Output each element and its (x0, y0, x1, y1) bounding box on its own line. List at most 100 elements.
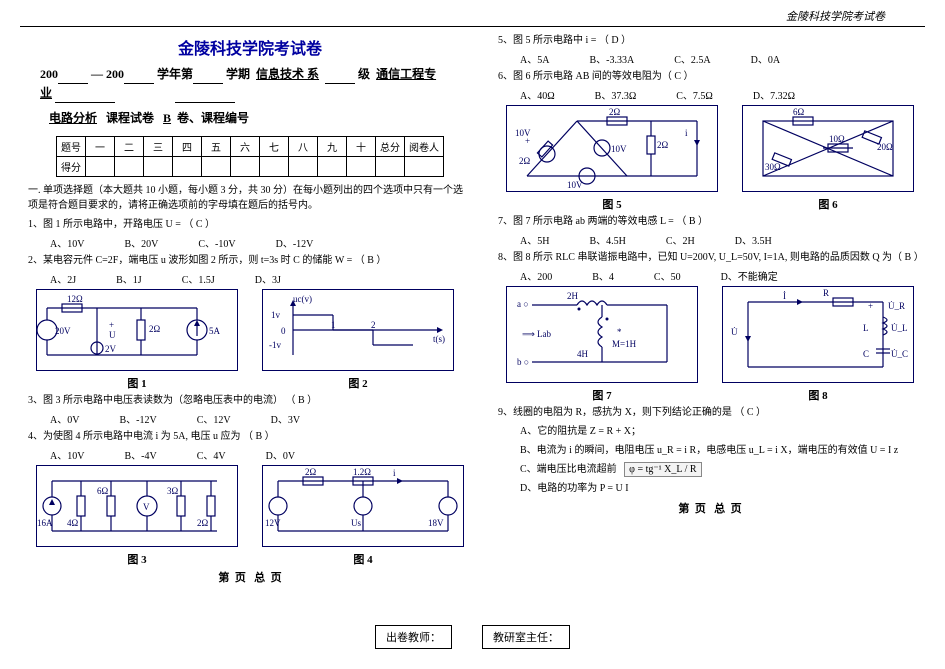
svg-text:t(s): t(s) (433, 334, 445, 344)
svg-text:18V: 18V (428, 518, 444, 528)
q6-options: A、40Ω B、37.3Ω C、7.5Ω D、7.32Ω (490, 86, 930, 103)
q2-b: B、1J (116, 271, 142, 286)
q2-options: A、2J B、1J C、1.5J D、3J (20, 270, 480, 287)
q9-c: C、端电压比电流超前 φ = tg⁻¹ X_L / R (490, 460, 930, 479)
svg-text:12V: 12V (265, 518, 281, 528)
q3-b: B、-12V (119, 411, 156, 426)
director-box: 教研室主任： (482, 625, 570, 649)
svg-text:10V: 10V (515, 128, 531, 138)
fig8-caption: 图 8 (714, 385, 922, 403)
year-prefix-1: 200 (40, 67, 58, 81)
svg-text:5A: 5A (209, 326, 221, 336)
figure-2: uc(v) t(s) 1v 0 -1v 1 2 (254, 287, 462, 391)
score-value-row: 得分 (57, 157, 444, 177)
svg-text:*: * (617, 327, 622, 337)
blank-6 (175, 90, 235, 103)
q3-options: A、0V B、-12V C、12V D、3V (20, 410, 480, 427)
year-prefix-2: 200 (106, 67, 124, 81)
q8-d: D、不能确定 (721, 268, 778, 283)
svg-text:0: 0 (281, 326, 286, 336)
svg-text:2Ω: 2Ω (657, 140, 669, 150)
blank-4 (325, 71, 355, 84)
svg-text:2Ω: 2Ω (519, 156, 531, 166)
formula-image-placeholder: φ = tg⁻¹ X_L / R (624, 462, 701, 477)
q4-text: 4、为使图 4 所示电路中电流 i 为 5A, 电压 u 应为 （ B ） (20, 427, 480, 446)
q7-options: A、5H B、4.5H C、2H D、3.5H (490, 231, 930, 248)
th-12: 阅卷人 (405, 137, 444, 157)
fig2-caption: 图 2 (254, 373, 462, 391)
right-column: 5、图 5 所示电路中 i = （ D ） A、5A B、-3.33A C、2.… (490, 31, 930, 585)
th-5: 五 (202, 137, 231, 157)
svg-text:uc(v): uc(v) (293, 294, 312, 304)
q2-c: C、1.5J (182, 271, 215, 286)
th-11: 总分 (376, 137, 405, 157)
running-header: 金陵科技学院考试卷 (20, 0, 925, 27)
th-1: 一 (86, 137, 115, 157)
q5-text: 5、图 5 所示电路中 i = （ D ） (490, 31, 930, 50)
blank-2 (124, 71, 154, 84)
svg-text:Lab: Lab (537, 329, 551, 339)
th-4: 四 (173, 137, 202, 157)
q1-b: B、20V (124, 235, 158, 250)
svg-text:-1v: -1v (269, 340, 281, 350)
q2-text: 2、某电容元件 C=2F，端电压 u 波形如图 2 所示，则 t=3s 时 C … (20, 251, 480, 270)
svg-text:20Ω: 20Ω (877, 142, 893, 152)
svg-text:1.2Ω: 1.2Ω (353, 467, 371, 477)
q1-d: D、-12V (276, 235, 314, 250)
q8-b: B、4 (592, 268, 614, 283)
svg-text:C: C (863, 349, 869, 359)
figure-1: 12Ω 20V 2V 2Ω (28, 287, 246, 391)
section-1-intro: 一. 单项选择题（本大题共 10 小题，每小题 3 分，共 30 分）在每小题列… (20, 181, 480, 215)
svg-text:U: U (109, 330, 116, 340)
exam-title: 金陵科技学院考试卷 (20, 35, 480, 59)
q8-c: C、50 (654, 268, 681, 283)
figure-4: 2Ω 1.2Ω i 12V Us 18V (254, 463, 472, 567)
q3-d: D、3V (271, 411, 300, 426)
q6-c: C、7.5Ω (676, 87, 713, 102)
q1-c: C、-10V (198, 235, 235, 250)
blank-3 (193, 71, 223, 84)
q2-d: D、3J (255, 271, 281, 286)
figure-3: 16A 4Ω 6Ω V (28, 463, 246, 567)
q8-a: A、200 (520, 268, 552, 283)
q6-text: 6、图 6 所示电路 AB 间的等效电阻为（ C ） (490, 67, 930, 86)
q3-text: 3、图 3 所示电路中电压表读数为（忽略电压表中的电流） （ B ） (20, 391, 480, 410)
svg-text:U̇_L: U̇_L (891, 323, 908, 333)
q9-d: D、电路的功率为 P = U I (490, 479, 930, 498)
svg-text:2Ω: 2Ω (149, 324, 161, 334)
svg-text:U̇_R: U̇_R (888, 301, 905, 311)
q3-c: C、12V (197, 411, 231, 426)
q5-a: A、5A (520, 51, 549, 66)
svg-text:10V: 10V (611, 144, 627, 154)
major2: 业 (40, 86, 52, 100)
figure-6: 6Ω 30Ω 10Ω 20Ω 图 6 (734, 103, 922, 212)
teacher-box: 出卷教师： (375, 625, 452, 649)
fig5-caption: 图 5 (498, 194, 726, 212)
q5-options: A、5A B、-3.33A C、2.5A D、0A (490, 50, 930, 67)
course-text-2: 卷、课程编号 (177, 111, 249, 125)
q5-d: D、0A (751, 51, 780, 66)
svg-text:+: + (109, 320, 114, 330)
svg-text:6Ω: 6Ω (97, 486, 109, 496)
svg-text:2V: 2V (105, 344, 117, 354)
svg-text:a ○: a ○ (517, 299, 529, 309)
figure-5: + 10V 2Ω 2Ω 10V 2Ω i 10V (498, 103, 726, 212)
th-6: 六 (231, 137, 260, 157)
q1-text: 1、图 1 所示电路中，开路电压 U = （ C ） (20, 215, 480, 234)
figure-8: İ R + U̇_R L U̇_L C U̇_C U̇ (714, 284, 922, 403)
svg-text:i: i (685, 128, 688, 138)
fig1-caption: 图 1 (28, 373, 246, 391)
q9-a: A、它的阻抗是 Z = R + X； (490, 422, 930, 441)
svg-text:4Ω: 4Ω (67, 518, 79, 528)
svg-text:i: i (393, 468, 396, 478)
th-8: 八 (289, 137, 318, 157)
svg-text:30Ω: 30Ω (765, 162, 781, 172)
page-marker-right: 第 页 总 页 (490, 498, 930, 516)
course-line: 电路分析 课程试卷 B 卷、课程编号 (20, 103, 480, 132)
svg-text:10Ω: 10Ω (829, 134, 845, 144)
footer: 出卷教师： 教研室主任： (0, 625, 945, 649)
svg-text:İ: İ (783, 291, 786, 301)
q8-text: 8、图 8 所示 RLC 串联谐振电路中，已知 U=200V, U_L=50V,… (490, 248, 930, 267)
q6-b: B、37.3Ω (595, 87, 637, 102)
q6-a: A、40Ω (520, 87, 555, 102)
